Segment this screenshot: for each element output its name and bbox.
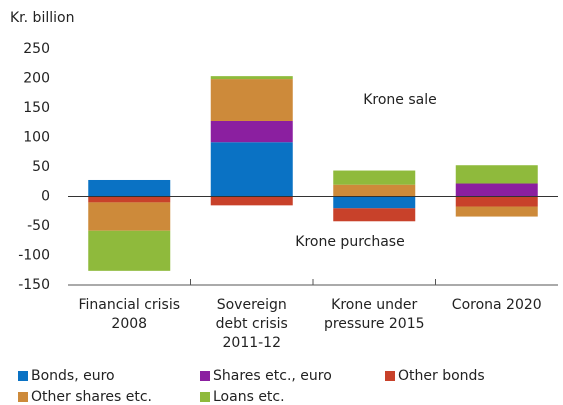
- x-tick-label: 2011-12: [223, 335, 282, 351]
- bar-segment: [455, 183, 538, 197]
- bar-segment: [88, 202, 171, 231]
- bar-segment: [333, 208, 416, 222]
- bar-segment: [455, 165, 538, 184]
- legend-label: Shares etc., euro: [213, 368, 332, 384]
- bar-segment: [455, 196, 538, 207]
- y-tick-label: -150: [18, 277, 50, 293]
- legend-label: Other bonds: [398, 368, 485, 384]
- bar-segment: [210, 142, 293, 197]
- x-tick-label: Sovereign: [217, 297, 287, 313]
- bar-segment: [455, 206, 538, 217]
- y-tick-label: 250: [23, 41, 50, 57]
- bar-segment: [333, 184, 416, 197]
- legend-label: Loans etc.: [213, 389, 285, 405]
- legend-swatch: [200, 371, 210, 381]
- bar-segment: [210, 76, 293, 80]
- x-tick-label: pressure 2015: [324, 316, 425, 332]
- y-tick-label: 0: [41, 189, 50, 205]
- legend-label: Other shares etc.: [31, 389, 152, 405]
- y-tick-label: 200: [23, 71, 50, 87]
- legend-swatch: [385, 371, 395, 381]
- y-tick-label: -50: [27, 218, 50, 234]
- x-tick-label: Financial crisis: [78, 297, 180, 313]
- y-tick-label: -100: [18, 248, 50, 264]
- legend-swatch: [200, 392, 210, 402]
- legend-swatch: [18, 392, 28, 402]
- y-axis-label: Kr. billion: [10, 10, 74, 26]
- y-tick-label: 150: [23, 100, 50, 116]
- x-tick-label: debt crisis: [216, 316, 288, 332]
- legend-swatch: [18, 371, 28, 381]
- bar-segment: [210, 79, 293, 121]
- y-tick-label: 100: [23, 130, 50, 146]
- bar-segment: [88, 179, 171, 197]
- x-tick-label: Corona 2020: [452, 297, 542, 313]
- bar-segment: [333, 170, 416, 185]
- y-tick-label: 50: [32, 159, 50, 175]
- legend-label: Bonds, euro: [31, 368, 115, 384]
- bar-segment: [88, 196, 171, 203]
- bar-segment: [210, 120, 293, 143]
- x-tick-label: Krone under: [331, 297, 417, 313]
- bar-segment: [333, 196, 416, 209]
- bar-segment: [210, 196, 293, 206]
- x-tick-label: 2008: [111, 316, 147, 332]
- annotation: Krone purchase: [295, 234, 404, 250]
- annotation: Krone sale: [363, 92, 437, 108]
- bar-segment: [88, 230, 171, 271]
